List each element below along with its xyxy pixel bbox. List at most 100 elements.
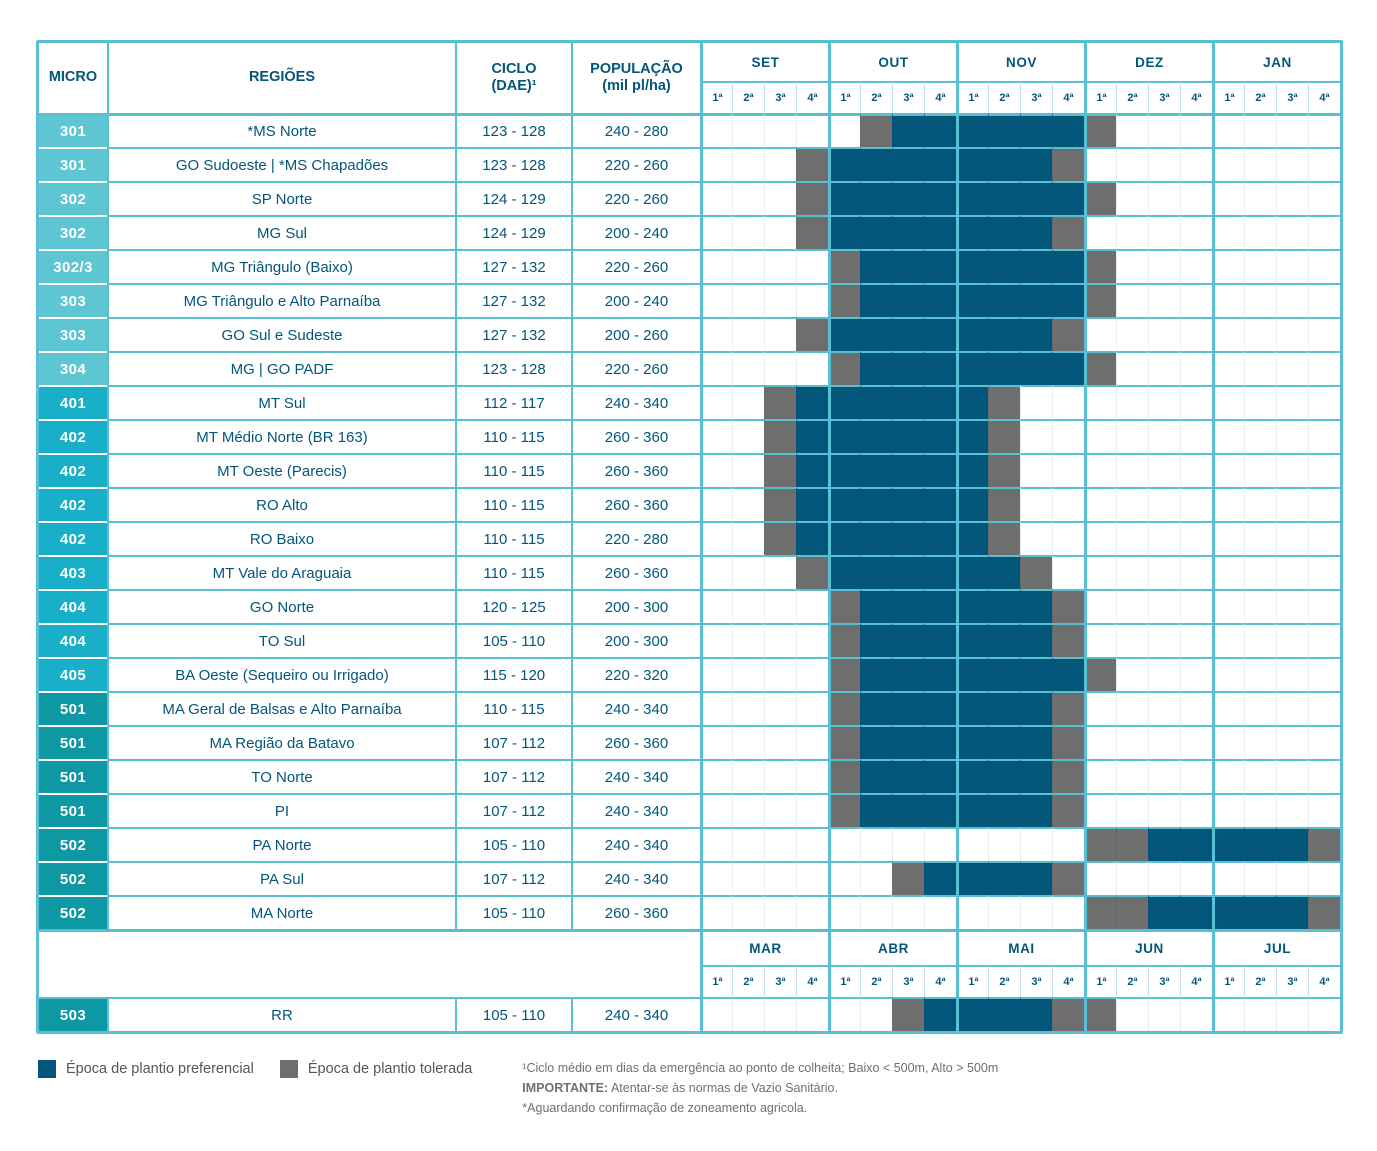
ciclo-cell: 105 - 110 [455,827,571,861]
region-cell: TO Norte [107,759,455,793]
week-cell [1180,555,1212,589]
week-cell [1148,657,1180,691]
week-cell-tolerada [1052,589,1084,623]
populacao-cell: 200 - 240 [571,283,700,317]
week-label: 1ª [1212,965,1244,997]
populacao-cell: 200 - 260 [571,317,700,351]
week-cell [1084,317,1116,351]
ciclo-cell: 127 - 132 [455,317,571,351]
week-cell-tolerada [988,487,1020,521]
week-cell [1244,385,1276,419]
week-label: 2ª [988,965,1020,997]
week-cell [700,555,732,589]
populacao-cell: 240 - 340 [571,861,700,895]
week-cell [1212,351,1244,385]
region-cell: MG | GO PADF [107,351,455,385]
week-cell [1084,555,1116,589]
region-cell: *MS Norte [107,113,455,147]
week-cell [1116,555,1148,589]
week-cell-tolerada [860,113,892,147]
week-label: 2ª [860,81,892,113]
week-cell-preferencial [860,487,892,521]
week-cell [732,691,764,725]
week-cell-preferencial [924,623,956,657]
week-cell [860,861,892,895]
table-header-bottom: MAR 1ª 2ª 3ª 4ª ABR 1ª 2ª 3ª 4ª MAI 1ª 2ª 3ª 4ª JUN 1ª 2ª… [39,929,1340,997]
week-cell-preferencial [828,521,860,555]
week-label: 4ª [1052,965,1084,997]
week-cell [1084,725,1116,759]
ciclo-cell: 110 - 115 [455,691,571,725]
week-cell [732,555,764,589]
week-cell [1212,521,1244,555]
footnote-importante-prefix: IMPORTANTE: [522,1081,609,1095]
week-cell [828,827,860,861]
week-cell [1116,997,1148,1031]
month-label: DEZ [1084,43,1212,81]
week-cell-preferencial [892,419,924,453]
micro-badge: 501 [39,691,107,725]
micro-badge: 402 [39,419,107,453]
populacao-cell: 200 - 240 [571,215,700,249]
week-cell [1276,453,1308,487]
week-cell-preferencial [1020,147,1052,181]
week-cell-preferencial [892,351,924,385]
week-cell-tolerada [1052,691,1084,725]
week-cell [1180,181,1212,215]
week-cell [828,861,860,895]
week-cell [700,623,732,657]
week-cell [732,181,764,215]
week-cell-preferencial [1052,181,1084,215]
week-cell-preferencial [1148,827,1180,861]
week-cell-preferencial [828,487,860,521]
week-cell-tolerada [764,385,796,419]
week-cell-preferencial [988,555,1020,589]
week-cell-preferencial [1052,249,1084,283]
week-cell-preferencial [988,215,1020,249]
week-cell [1148,317,1180,351]
ciclo-cell: 107 - 112 [455,759,571,793]
table-row: 302/3 MG Triângulo (Baixo) 127 - 132 220 - … [39,249,1340,283]
week-cell-preferencial [924,317,956,351]
footnote-zoneamento: *Aguardando confirmação de zoneamento ag… [522,1101,808,1115]
week-cell [732,487,764,521]
week-cell [700,249,732,283]
week-cell [1276,521,1308,555]
week-cell [1084,793,1116,827]
week-cell-tolerada [828,759,860,793]
week-cell-preferencial [1020,283,1052,317]
week-cell [1180,215,1212,249]
week-cell-preferencial [956,555,988,589]
week-cell [1180,249,1212,283]
micro-badge: 402 [39,453,107,487]
footnote-importante: IMPORTANTE: Atentar-se às normas de Vazi… [522,1078,998,1098]
populacao-cell: 220 - 260 [571,181,700,215]
week-cell-preferencial [1020,351,1052,385]
week-cell-preferencial [956,589,988,623]
week-cell [1148,249,1180,283]
week-cell [796,623,828,657]
week-cell-preferencial [892,317,924,351]
week-cell-preferencial [924,657,956,691]
week-cell [1148,691,1180,725]
week-cell-preferencial [988,181,1020,215]
table-row: 403 MT Vale do Araguaia 110 - 115 260 - 360 [39,555,1340,589]
micro-badge: 304 [39,351,107,385]
week-cell-preferencial [924,555,956,589]
week-cell [956,827,988,861]
ciclo-cell: 112 - 117 [455,385,571,419]
region-cell: MG Triângulo (Baixo) [107,249,455,283]
week-cell [1212,147,1244,181]
week-cell [732,725,764,759]
week-cell [1052,487,1084,521]
week-cell-preferencial [988,113,1020,147]
week-cell [1212,453,1244,487]
table-row: 502 PA Sul 107 - 112 240 - 340 [39,861,1340,895]
week-label: 2ª [732,81,764,113]
week-cell-preferencial [924,793,956,827]
week-cell [1308,691,1340,725]
week-cell-preferencial [956,759,988,793]
ciclo-cell: 105 - 110 [455,997,571,1031]
micro-badge: 302/3 [39,249,107,283]
week-cell-preferencial [1244,827,1276,861]
